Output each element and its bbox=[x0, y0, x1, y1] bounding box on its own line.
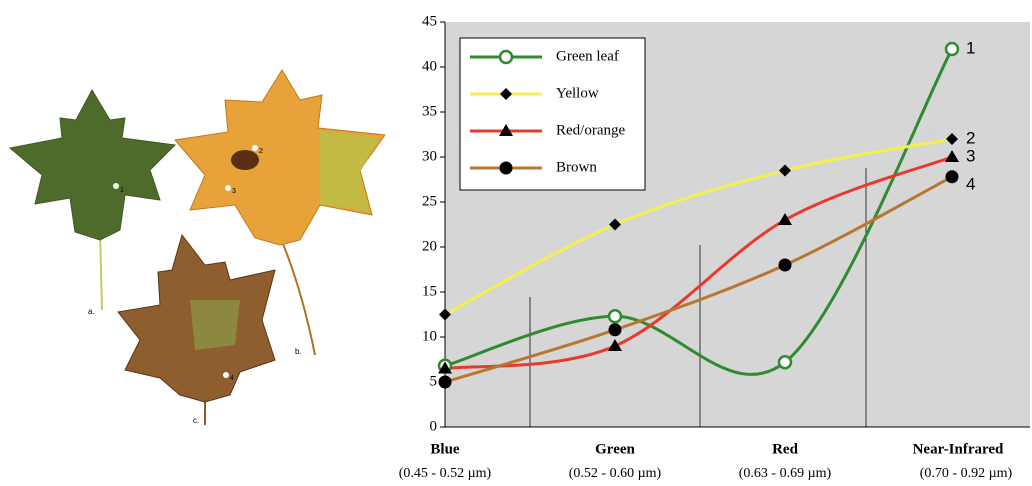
leaf-label: b. bbox=[295, 347, 302, 356]
marker bbox=[608, 339, 622, 351]
legend-items: Green leaf Yellow Red/orange Brown bbox=[470, 48, 625, 175]
marker bbox=[945, 150, 959, 162]
marker bbox=[499, 124, 513, 136]
marker bbox=[778, 213, 792, 225]
end-label: 4 bbox=[966, 174, 975, 193]
x-tick-label: Red bbox=[772, 441, 798, 457]
legend-label: Yellow bbox=[556, 85, 599, 101]
y-tick-label: 30 bbox=[422, 148, 437, 164]
leaf-point-label: 1 bbox=[120, 187, 124, 194]
marker bbox=[607, 309, 623, 324]
y-tick-label: 35 bbox=[422, 103, 437, 119]
y-tick-label: 45 bbox=[422, 13, 437, 29]
marker bbox=[439, 308, 451, 321]
leaf-a bbox=[8, 88, 177, 311]
x-range-label: (0.52 - 0.60 µm) bbox=[569, 466, 662, 481]
legend-label: Red/orange bbox=[556, 122, 625, 138]
leaf-label: c. bbox=[193, 416, 199, 425]
x-range-label: (0.63 - 0.69 µm) bbox=[739, 466, 832, 481]
end-label: 2 bbox=[966, 128, 975, 147]
y-tick-label: 20 bbox=[422, 238, 437, 254]
marker bbox=[608, 323, 622, 337]
marker bbox=[945, 170, 959, 184]
y-tick-label: 40 bbox=[422, 58, 437, 74]
marker bbox=[609, 218, 621, 231]
marker bbox=[500, 88, 512, 100]
legend-label: Brown bbox=[556, 159, 597, 175]
x-tick-label: Blue bbox=[430, 441, 460, 457]
marker bbox=[944, 41, 960, 57]
leaf-point-label: 2 bbox=[259, 148, 263, 155]
marker bbox=[778, 258, 792, 272]
marker bbox=[498, 49, 514, 65]
x-tick-label: Green bbox=[595, 441, 635, 457]
series-line bbox=[444, 155, 953, 370]
y-tick-label: 25 bbox=[422, 193, 437, 209]
legend bbox=[459, 37, 646, 191]
plot: 1 23 4 bbox=[437, 38, 975, 389]
y-tick-label: 10 bbox=[422, 328, 437, 344]
leaf-point-label: 4 bbox=[230, 375, 234, 382]
y-tick-label: 5 bbox=[430, 373, 438, 389]
leaf-b bbox=[174, 69, 386, 356]
marker bbox=[777, 354, 793, 370]
leaf-point-label: 3 bbox=[232, 188, 236, 195]
series-line bbox=[444, 175, 953, 384]
x-range-label: (0.45 - 0.52 µm) bbox=[399, 466, 492, 481]
marker bbox=[946, 133, 958, 145]
legend-label: Green leaf bbox=[556, 48, 619, 64]
y-tick-label: 0 bbox=[430, 418, 438, 434]
leaf-label: a. bbox=[88, 307, 95, 316]
marker bbox=[499, 161, 513, 175]
marker bbox=[438, 361, 452, 374]
x-range-label: (0.70 - 0.92 µm) bbox=[920, 466, 1013, 481]
x-tick-label: Near-Infrared bbox=[913, 441, 1004, 457]
end-label: 1 bbox=[966, 38, 975, 57]
leaf-c bbox=[117, 233, 276, 425]
marker bbox=[779, 164, 791, 177]
y-tick-label: 15 bbox=[422, 283, 437, 299]
end-label: 3 bbox=[966, 146, 975, 165]
series-line bbox=[444, 137, 953, 316]
